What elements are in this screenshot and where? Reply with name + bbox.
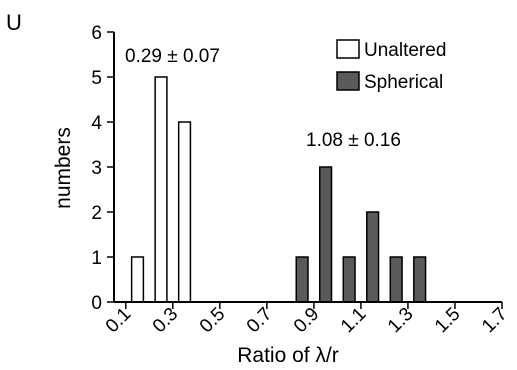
y-tick-label: 0 <box>91 293 102 314</box>
bars-group <box>130 76 427 303</box>
annotation-unaltered: 0.29 ± 0.07 <box>125 46 220 67</box>
bar-spherical <box>319 166 333 303</box>
y-tick-label: 2 <box>91 203 102 224</box>
x-tick-label: 0.5 <box>196 304 230 338</box>
x-tick-label: 1.7 <box>478 304 512 338</box>
bar-unaltered <box>177 121 192 303</box>
x-axis-label: Ratio of λ/r <box>237 344 339 367</box>
y-tick-label: 4 <box>91 113 102 134</box>
x-tick-label: 0.7 <box>243 304 277 338</box>
x-tick-label: 0.3 <box>149 304 183 338</box>
y-tick-label: 6 <box>91 23 102 44</box>
legend: Unaltered Spherical <box>336 39 446 93</box>
bar-spherical <box>295 256 309 303</box>
bar-unaltered <box>154 76 168 303</box>
legend-swatch-spherical <box>336 71 360 91</box>
panel-label: U <box>6 10 22 35</box>
legend-label-spherical: Spherical <box>364 72 443 93</box>
y-axis-label: numbers <box>52 127 75 209</box>
x-tick-label: 0.9 <box>290 304 324 338</box>
bar-spherical <box>366 211 380 303</box>
y-tick-label: 1 <box>91 248 102 269</box>
bar-spherical <box>342 256 356 303</box>
legend-label-unaltered: Unaltered <box>364 40 446 61</box>
x-tick-label: 0.1 <box>102 304 136 338</box>
bar-unaltered <box>130 256 145 303</box>
y-axis-ticks: 0 1 2 3 4 5 6 <box>91 23 114 314</box>
bar-spherical <box>413 256 427 303</box>
x-tick-label: 1.5 <box>431 304 465 338</box>
y-tick-label: 5 <box>91 68 102 89</box>
x-axis-ticks: 0.1 0.3 0.5 0.7 0.9 1.1 1.3 1.5 1.7 <box>102 302 512 337</box>
legend-swatch-unaltered <box>336 39 360 59</box>
x-tick-label: 1.1 <box>337 304 371 338</box>
x-tick-label: 1.3 <box>384 304 418 338</box>
y-tick-label: 3 <box>91 158 102 179</box>
bar-spherical <box>389 256 403 303</box>
annotation-spherical: 1.08 ± 0.16 <box>306 130 401 151</box>
